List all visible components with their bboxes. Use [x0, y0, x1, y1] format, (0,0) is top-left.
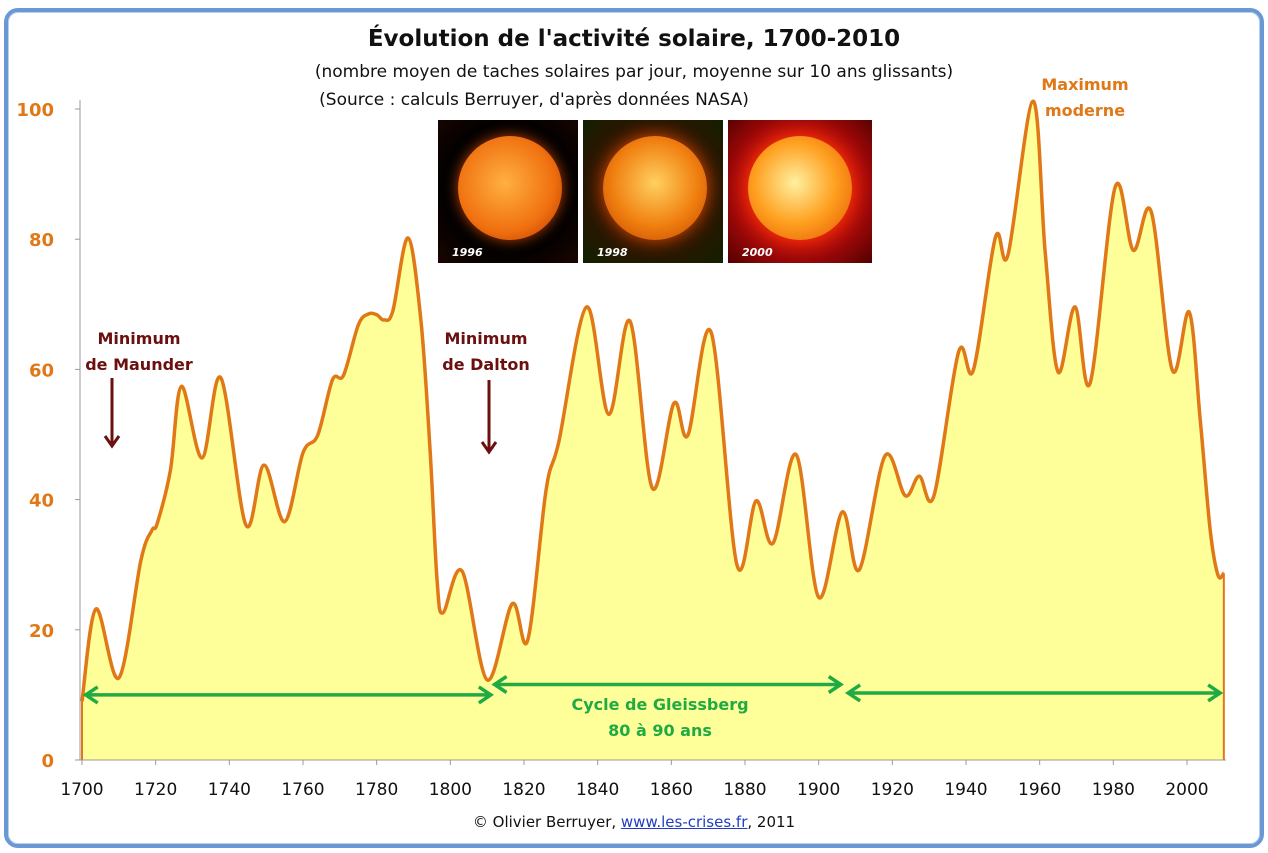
label-line: Maximum [1041, 75, 1129, 94]
image-label: 2000 [742, 246, 773, 259]
y-tick-label: 60 [29, 360, 54, 381]
y-tick-label: 80 [29, 230, 54, 251]
x-tick-label: 1720 [134, 780, 177, 800]
label-line: Minimum [97, 329, 181, 348]
chart-frame [4, 8, 1264, 848]
arrowhead-right [827, 675, 844, 694]
arrowhead-down [103, 435, 121, 449]
arrowhead-right [1207, 683, 1224, 703]
sun-image-2000: 2000 [728, 120, 872, 263]
x-tick-label: 1800 [429, 780, 472, 800]
label-line: de Dalton [442, 355, 530, 374]
dalton-minimum-label: Minimum de Dalton [436, 326, 536, 378]
label-line: de Maunder [85, 355, 193, 374]
x-tick-label: 1880 [723, 780, 766, 800]
label-line: Cycle de Gleissberg [571, 695, 749, 714]
x-tick-label: 1920 [871, 780, 914, 800]
chart-source: (Source : calculs Berruyer, d'après donn… [319, 90, 749, 110]
x-tick-label: 1980 [1092, 780, 1135, 800]
arrowhead-left [844, 683, 862, 703]
image-label: 1998 [597, 246, 628, 259]
credit-author: © Olivier Berruyer, [472, 813, 621, 831]
x-tick-label: 1940 [944, 780, 987, 800]
credit-link[interactable]: www.les-crises.fr [620, 813, 748, 831]
label-line: moderne [1044, 101, 1126, 120]
sun-image-1998: 1998 [583, 120, 723, 263]
y-tick-label: 0 [41, 751, 54, 772]
series-line [80, 99, 1226, 702]
maunder-minimum-label: Minimum de Maunder [84, 326, 194, 378]
modern-maximum-label: Maximum moderne [1030, 72, 1140, 124]
credit-year: , 2011 [747, 813, 796, 831]
y-tick-label: 40 [29, 491, 54, 512]
sun-image-1996: 1996 [438, 120, 578, 263]
x-tick-label: 1740 [208, 780, 251, 800]
x-tick-label: 1860 [650, 780, 693, 800]
x-tick-label: 1960 [1018, 780, 1061, 800]
x-tick-label: 1780 [355, 780, 398, 800]
arrowhead-left [82, 685, 99, 705]
area-fill [82, 101, 1224, 761]
x-tick-label: 1900 [797, 780, 840, 800]
arrowhead-left [491, 675, 508, 694]
x-tick-label: 1700 [60, 780, 103, 800]
arrowhead-down [480, 441, 498, 455]
x-tick-label: 1760 [281, 780, 324, 800]
chart-subtitle: (nombre moyen de taches solaires par jou… [314, 62, 954, 82]
x-tick-label: 2000 [1165, 780, 1208, 800]
gleissberg-cycle-label: Cycle de Gleissberg 80 à 90 ans [560, 692, 760, 744]
label-line: Minimum [444, 329, 528, 348]
label-line: 80 à 90 ans [608, 721, 712, 740]
x-tick-label: 1820 [502, 780, 545, 800]
x-tick-label: 1840 [576, 780, 619, 800]
image-label: 1996 [452, 246, 483, 259]
arrowhead-right [477, 685, 495, 705]
y-tick-label: 20 [29, 621, 54, 642]
y-tick-label: 100 [16, 100, 54, 121]
credit: © Olivier Berruyer, www.les-crises.fr, 2… [0, 813, 1268, 831]
chart-title: Évolution de l'activité solaire, 1700-20… [367, 26, 901, 52]
